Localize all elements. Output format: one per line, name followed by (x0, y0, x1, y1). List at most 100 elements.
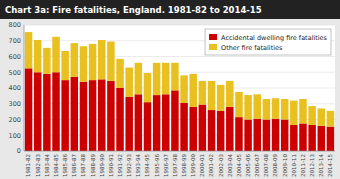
grid-line (24, 25, 335, 26)
chart: Chart 3a: Fire fatalities, England. 1981… (0, 0, 340, 179)
y-tick-label: 500 (9, 69, 21, 77)
x-tick-label: 1990-91 (108, 154, 114, 177)
x-axis-line (24, 151, 335, 152)
x-tick-label: 1996-97 (163, 154, 169, 177)
y-tick-label: 100 (9, 132, 21, 140)
x-tick-label: 1984-85 (53, 154, 59, 177)
bar (80, 82, 88, 151)
bar (235, 117, 243, 151)
x-tick-label: 2005-06 (245, 154, 251, 177)
bar (272, 119, 280, 151)
bar (71, 43, 79, 77)
bar (135, 63, 143, 95)
x-tick-label: 1991-92 (117, 154, 123, 177)
bar (308, 106, 316, 125)
bar (34, 72, 42, 151)
x-tick-label: 1988-89 (90, 154, 96, 177)
bar (71, 77, 79, 151)
y-tick-label: 400 (9, 84, 21, 92)
background (0, 0, 340, 179)
grid (24, 25, 335, 151)
bar (61, 51, 69, 80)
bar (180, 75, 188, 103)
legend-box (205, 29, 331, 55)
x-tick-label: 2013-14 (318, 154, 324, 177)
y-tick-label: 0 (17, 147, 21, 155)
bar (253, 119, 261, 151)
x-tick-label: 2000-01 (199, 154, 205, 177)
bar (89, 80, 97, 151)
bar (125, 68, 133, 97)
bar (235, 92, 243, 117)
x-tick-label: 1994-95 (144, 154, 150, 177)
chart-container: Chart 3a: Fire fatalities, England. 1981… (0, 0, 340, 179)
x-tick-label: 1987-88 (80, 154, 86, 177)
x-tick-label: 2012-13 (309, 154, 315, 177)
legend-swatch (209, 34, 217, 40)
x-tick-label: 2014-15 (327, 154, 333, 177)
legend: Accidental dwelling fire fatalities Other… (205, 29, 331, 55)
x-tick-label: 1986-87 (71, 154, 77, 177)
bar (199, 81, 207, 105)
x-tick-label: 1999-00 (190, 154, 196, 177)
x-tick-label: 1997-98 (172, 154, 178, 177)
bar (43, 74, 51, 151)
x-tick-label: 1982-83 (35, 154, 41, 177)
bar (299, 99, 307, 123)
x-tick-label: 2001-02 (208, 154, 214, 177)
legend-swatch (209, 44, 217, 50)
plot-area (24, 25, 335, 151)
bar (116, 88, 124, 151)
bar (171, 63, 179, 91)
y-tick-label: 700 (9, 37, 21, 45)
legend-label: Accidental dwelling fire fatalities (221, 34, 328, 42)
bar (180, 103, 188, 151)
bar (199, 105, 207, 151)
bar (263, 99, 271, 119)
bar (98, 79, 106, 151)
bar (43, 48, 51, 74)
bar (299, 123, 307, 151)
bar (107, 81, 115, 151)
bar (226, 81, 234, 107)
y-tick-label: 200 (9, 116, 21, 124)
bar (171, 90, 179, 151)
x-tick-label: 1992-93 (126, 154, 132, 177)
bar (208, 110, 216, 151)
bar (89, 44, 97, 80)
x-tick-label: 1983-84 (44, 154, 50, 177)
x-tick-label: 2010-11 (291, 154, 297, 177)
bar (208, 81, 216, 110)
bar (281, 99, 289, 119)
bar (318, 126, 326, 151)
x-tick-label: 1995-96 (154, 154, 160, 177)
y-tick-label: 800 (9, 21, 21, 29)
bar (98, 40, 106, 79)
bar (244, 120, 252, 152)
x-tick-label: 2002-03 (218, 154, 224, 177)
bar (217, 85, 225, 111)
bar (135, 94, 143, 151)
bar (25, 32, 33, 68)
bar (144, 73, 152, 102)
grid-line (24, 151, 335, 152)
legend-label: Other fire fatalities (221, 44, 283, 52)
bar (153, 63, 161, 95)
y-tick-label: 600 (9, 53, 21, 61)
y-axis-line (24, 25, 25, 151)
bar (253, 94, 261, 118)
bar (34, 40, 42, 72)
bar (52, 72, 60, 151)
x-tick-label: 1993-94 (135, 154, 141, 177)
bar (308, 125, 316, 151)
bar (272, 98, 280, 118)
bar (263, 120, 271, 152)
bar (290, 101, 298, 125)
bar (107, 42, 115, 81)
y-tick-label: 300 (9, 100, 21, 108)
x-tick-label: 2007-08 (263, 154, 269, 177)
bar (162, 63, 170, 95)
x-tick-label: 1998-99 (181, 154, 187, 177)
x-tick-label: 2003-04 (227, 154, 233, 177)
bar (52, 37, 60, 72)
